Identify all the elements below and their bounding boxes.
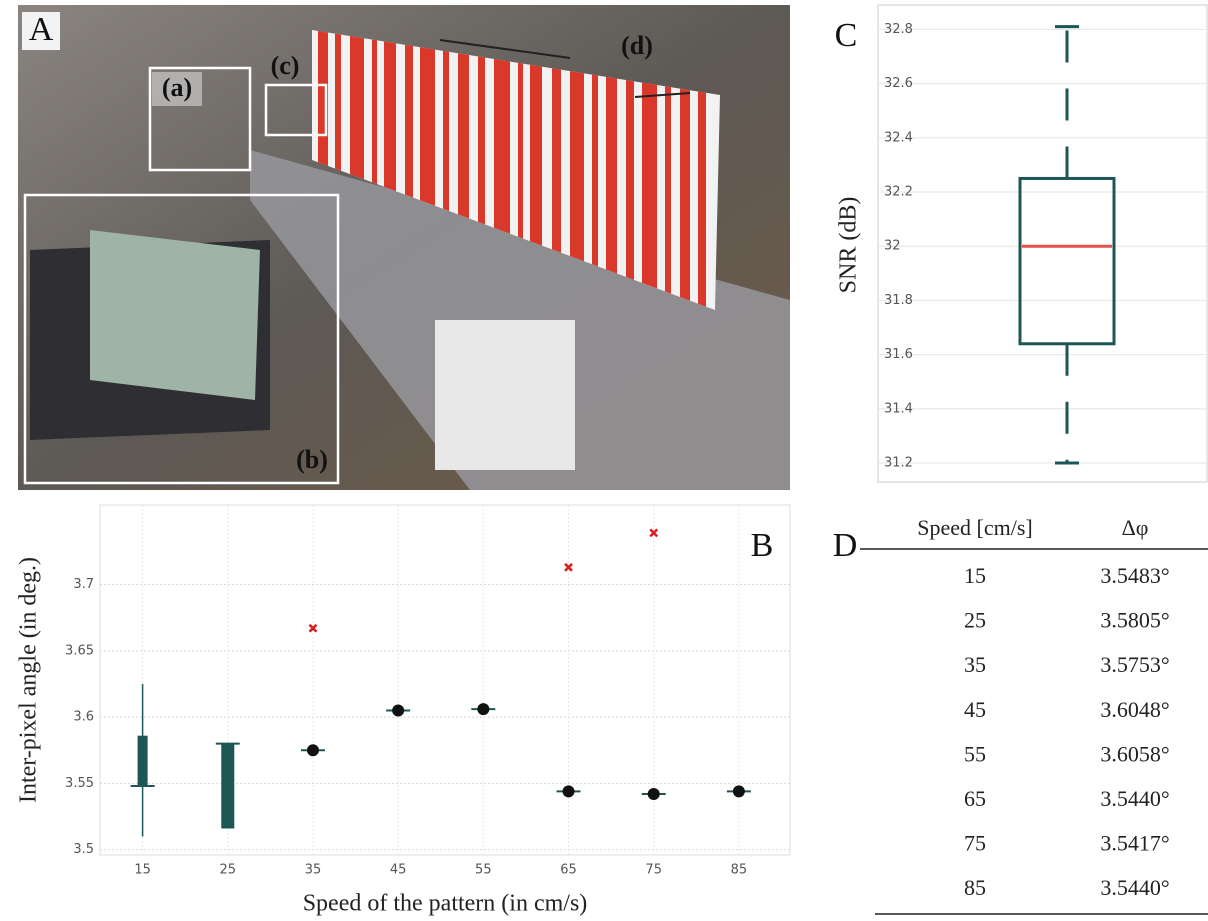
- y-tick-label: 31.8: [884, 293, 913, 308]
- table-header: Speed [cm/s]: [917, 515, 1032, 540]
- belt: [312, 30, 720, 310]
- table-cell: 85: [964, 875, 986, 900]
- annotation: (b): [296, 445, 328, 474]
- outlier: [564, 562, 573, 572]
- x-tick-label: 45: [390, 863, 407, 878]
- outlier: [308, 623, 318, 633]
- median-point: [647, 788, 660, 801]
- y-tick-label: 32.6: [884, 76, 913, 91]
- frame-b: [23, 193, 340, 485]
- box: [435, 320, 575, 470]
- frame-a: [148, 66, 252, 172]
- y-axis-title: SNR (dB): [836, 197, 862, 294]
- median-point: [392, 704, 405, 717]
- table-header: Δφ: [1122, 515, 1149, 540]
- frame-c: [264, 83, 328, 137]
- x-tick-label: 25: [220, 863, 237, 878]
- table-cell: 3.5440°: [1100, 786, 1169, 811]
- x-tick-label: 75: [645, 863, 662, 878]
- table-cell: 15: [964, 563, 986, 588]
- y-tick-label: 32.2: [884, 185, 913, 200]
- y-tick-label: 32.4: [884, 130, 913, 145]
- panel-label: B: [751, 527, 774, 564]
- y-axis-title: Inter-pixel angle (in deg.): [16, 557, 42, 803]
- arrow: [439, 39, 571, 59]
- x-tick-label: 35: [305, 863, 322, 878]
- annotation: (c): [271, 51, 300, 80]
- panel-label: C: [835, 17, 858, 54]
- table-cell: 65: [964, 786, 986, 811]
- y-tick-label: 3.55: [65, 776, 94, 791]
- y-tick-label: 32.8: [884, 22, 913, 37]
- table-cell: 3.5753°: [1100, 652, 1169, 677]
- panel-label-box: [22, 12, 60, 50]
- table-cell: 3.5805°: [1100, 608, 1169, 633]
- arrow: [634, 92, 691, 98]
- label-bg: [152, 72, 202, 106]
- median-point: [732, 785, 745, 798]
- annotation: (d): [621, 31, 653, 60]
- x-tick-label: 65: [560, 863, 577, 878]
- x-tick-label: 55: [475, 863, 492, 878]
- y-tick-label: 3.6: [73, 710, 94, 725]
- plot-frame: [99, 504, 791, 856]
- table-cell: 3.5417°: [1100, 831, 1169, 856]
- y-tick-label: 3.7: [73, 577, 94, 592]
- annotation: (a): [162, 73, 192, 102]
- median-point: [306, 744, 319, 757]
- photo: A (a) (b) (c) (d): [18, 5, 790, 490]
- table-cell: 3.5483°: [1100, 563, 1169, 588]
- table-cell: 55: [964, 741, 986, 766]
- plot-frame: [877, 4, 1208, 483]
- box: [1018, 176, 1116, 346]
- y-tick-label: 32: [884, 239, 901, 254]
- y-tick-label: 3.5: [73, 842, 94, 857]
- y-tick-label: 31.2: [884, 456, 913, 471]
- table-cell: 3.6048°: [1100, 697, 1169, 722]
- median-point: [562, 785, 575, 798]
- y-tick-label: 31.6: [884, 347, 913, 362]
- laptop-screen: [90, 230, 260, 400]
- table-cell: 35: [964, 652, 986, 677]
- table-cell: 25: [964, 608, 986, 633]
- table-cell: 3.5440°: [1100, 875, 1169, 900]
- y-tick-label: 3.65: [65, 643, 94, 658]
- y-tick-label: 31.4: [884, 401, 913, 416]
- table-cell: 3.6058°: [1100, 741, 1169, 766]
- x-tick-label: 15: [134, 863, 151, 878]
- box: [137, 735, 148, 787]
- x-tick-label: 85: [731, 863, 748, 878]
- box: [221, 743, 235, 829]
- panel-label: A: [29, 11, 54, 48]
- table-cell: 45: [964, 697, 986, 722]
- table-cell: 75: [964, 831, 986, 856]
- outlier: [649, 528, 659, 538]
- x-axis-title: Speed of the pattern (in cm/s): [303, 891, 588, 917]
- panel-label: D: [833, 527, 858, 564]
- median-point: [477, 703, 490, 716]
